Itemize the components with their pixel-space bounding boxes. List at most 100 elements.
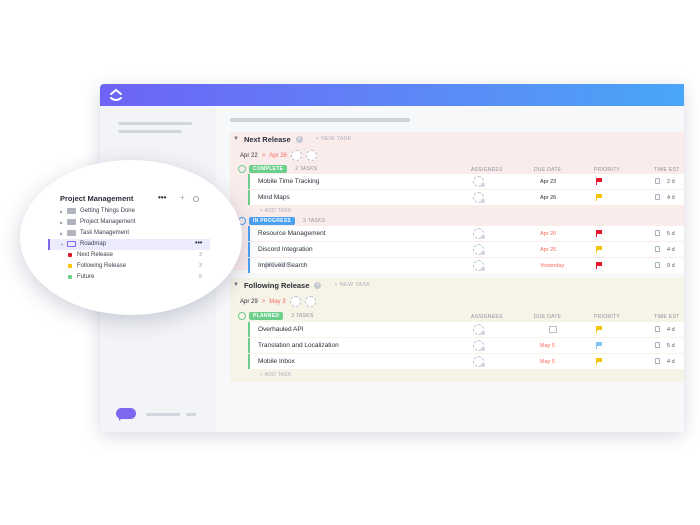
- chevron-right-icon[interactable]: ▶: [60, 208, 64, 214]
- flag-placeholder-icon[interactable]: [289, 296, 301, 307]
- folder-item[interactable]: ▶ Project Management: [60, 217, 135, 227]
- new-task-button[interactable]: + NEW TASK: [334, 282, 371, 288]
- column-header-assignees[interactable]: ASSIGNEES: [471, 314, 503, 320]
- list-item[interactable]: Future: [68, 272, 94, 282]
- time-estimate[interactable]: 5 d: [667, 230, 675, 237]
- assignee-icon[interactable]: [473, 228, 485, 239]
- add-task-button[interactable]: + ADD TASK: [260, 208, 292, 214]
- task-name[interactable]: Improved Search: [258, 262, 308, 269]
- assignee-placeholder-icon[interactable]: [304, 296, 316, 307]
- time-estimate[interactable]: 9 d: [667, 262, 675, 269]
- collapse-circle-icon[interactable]: [238, 165, 246, 173]
- assignee-icon[interactable]: [473, 260, 485, 271]
- list-item[interactable]: Following Release: [68, 261, 126, 271]
- time-estimate[interactable]: 4 d: [667, 358, 675, 365]
- task-row[interactable]: Mobile Time Tracking Apr 23 2 d: [248, 174, 684, 189]
- due-date[interactable]: Yesterday: [540, 262, 565, 269]
- add-task-button[interactable]: + ADD TASK: [260, 372, 292, 378]
- release-header[interactable]: ▼ Next Release i + NEW TASK: [230, 132, 352, 146]
- chevron-down-icon[interactable]: ▼: [60, 241, 64, 247]
- release-header[interactable]: ▼ Following Release i + NEW TASK: [230, 278, 370, 292]
- chevron-right-icon[interactable]: ▶: [60, 219, 64, 225]
- collapse-circle-icon[interactable]: [238, 312, 246, 320]
- release-dates[interactable]: Apr 22 > Apr 26: [240, 150, 317, 161]
- task-row[interactable]: Improved Search Yesterday 9 d: [248, 258, 684, 273]
- task-row[interactable]: Translation and Localization May 5 5 d: [248, 338, 684, 353]
- assignee-icon[interactable]: [473, 244, 485, 255]
- chevron-down-icon[interactable]: ▼: [233, 136, 239, 142]
- date-start: Apr 29: [240, 298, 258, 305]
- list-item[interactable]: Next Release: [68, 250, 113, 260]
- column-header-time-est[interactable]: TIME EST: [654, 314, 680, 320]
- task-name[interactable]: Translation and Localization: [258, 342, 339, 349]
- priority-flag-icon[interactable]: [596, 194, 602, 201]
- assignee-icon[interactable]: [473, 340, 485, 351]
- folder-label: Task Management: [80, 230, 130, 236]
- time-estimate[interactable]: 2 d: [667, 178, 675, 185]
- assignee-icon[interactable]: [473, 324, 485, 335]
- priority-flag-icon[interactable]: [596, 246, 602, 253]
- clickup-logo-icon[interactable]: [108, 87, 124, 103]
- more-options-icon[interactable]: •••: [195, 240, 203, 247]
- task-row[interactable]: Discord Integration Apr 25 4 d: [248, 242, 684, 257]
- task-row[interactable]: Mind Maps Apr 26 4 d: [248, 190, 684, 205]
- column-header-time-est[interactable]: TIME EST: [654, 167, 680, 173]
- task-name[interactable]: Mobile Time Tracking: [258, 178, 320, 185]
- task-row[interactable]: Overhauled API 4 d: [248, 322, 684, 337]
- due-date[interactable]: May 5: [540, 342, 555, 349]
- time-estimate[interactable]: 5 d: [667, 342, 675, 349]
- task-name[interactable]: Overhauled API: [258, 326, 304, 333]
- assignee-icon[interactable]: [473, 192, 485, 203]
- column-header-priority[interactable]: PRIORITY: [594, 314, 621, 320]
- folder-item[interactable]: ▶ Task Management: [60, 228, 129, 238]
- info-icon[interactable]: i: [314, 281, 322, 289]
- folder-item-roadmap[interactable]: ▼ Roadmap: [60, 239, 106, 249]
- chat-bubble-icon[interactable]: [116, 408, 136, 421]
- task-name[interactable]: Resource Management: [258, 230, 326, 237]
- priority-flag-icon[interactable]: [596, 262, 602, 269]
- due-date[interactable]: Apr 26: [540, 194, 557, 201]
- priority-flag-icon[interactable]: [596, 358, 602, 365]
- due-date[interactable]: Apr 25: [540, 246, 557, 253]
- release-dates[interactable]: Apr 29 > May 3: [240, 296, 316, 307]
- chevron-down-icon[interactable]: ▼: [233, 282, 239, 288]
- assignee-icon[interactable]: [473, 176, 485, 187]
- chevron-right-icon[interactable]: ▶: [60, 230, 64, 236]
- due-date[interactable]: Apr 20: [540, 230, 557, 237]
- folder-open-icon: [67, 241, 76, 247]
- date-separator: >: [261, 152, 266, 159]
- status-group-header[interactable]: IN PROGRESS 3 TASKS: [238, 216, 325, 226]
- task-row[interactable]: Resource Management Apr 20 5 d: [248, 226, 684, 241]
- more-options-icon[interactable]: •••: [158, 193, 167, 202]
- status-group-header[interactable]: PLANNED 3 TASKS: [238, 311, 313, 321]
- calendar-icon[interactable]: [549, 326, 557, 333]
- add-task-button[interactable]: + ADD TASK: [260, 262, 292, 268]
- folder-item[interactable]: ▶ Getting Things Done: [60, 206, 135, 216]
- add-icon[interactable]: +: [180, 193, 185, 202]
- task-name[interactable]: Mind Maps: [258, 194, 290, 201]
- column-header-assignees[interactable]: ASSIGNEES: [471, 167, 503, 173]
- assignee-icon[interactable]: [473, 356, 485, 367]
- priority-flag-icon[interactable]: [596, 342, 602, 349]
- time-estimate[interactable]: 4 d: [667, 194, 675, 201]
- column-header-priority[interactable]: PRIORITY: [594, 167, 621, 173]
- task-name[interactable]: Mobile Inbox: [258, 358, 295, 365]
- flag-placeholder-icon[interactable]: [290, 150, 302, 161]
- task-name[interactable]: Discord Integration: [258, 246, 313, 253]
- priority-flag-icon[interactable]: [596, 230, 602, 237]
- column-header-due-date[interactable]: DUE DATE: [534, 314, 562, 320]
- assignee-placeholder-icon[interactable]: [305, 150, 317, 161]
- search-icon[interactable]: [193, 196, 199, 202]
- priority-flag-icon[interactable]: [596, 178, 602, 185]
- task-row[interactable]: Mobile Inbox May 5 4 d: [248, 354, 684, 369]
- space-title[interactable]: Project Management: [60, 194, 134, 203]
- time-estimate[interactable]: 4 d: [667, 326, 675, 333]
- status-group-header[interactable]: COMPLETE 2 TASKS: [238, 164, 317, 174]
- priority-flag-icon[interactable]: [596, 326, 602, 333]
- due-date[interactable]: Apr 23: [540, 178, 557, 185]
- new-task-button[interactable]: + NEW TASK: [315, 136, 352, 142]
- column-header-due-date[interactable]: DUE DATE: [534, 167, 562, 173]
- due-date[interactable]: May 5: [540, 358, 555, 365]
- time-estimate[interactable]: 4 d: [667, 246, 675, 253]
- info-icon[interactable]: i: [295, 135, 303, 143]
